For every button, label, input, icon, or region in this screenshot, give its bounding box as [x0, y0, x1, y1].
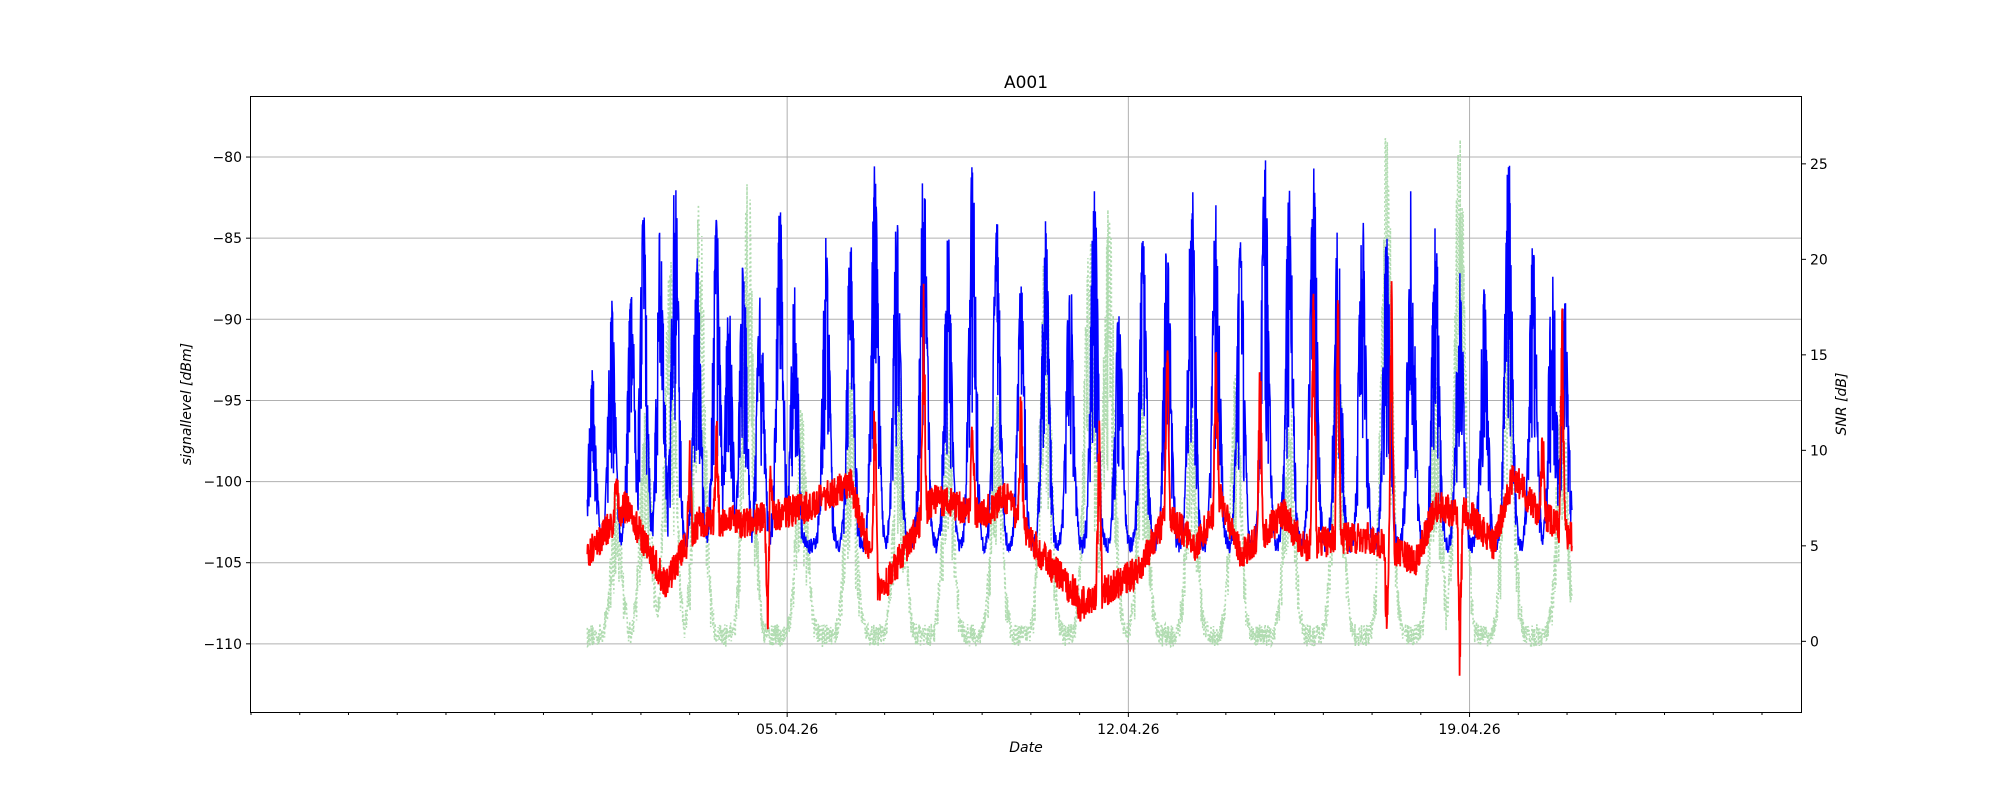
- y-right-tick-label: 25: [1810, 157, 1828, 173]
- series-layer: [586, 137, 1573, 676]
- y-axis-label-right: SNR [dB]: [1834, 373, 1850, 436]
- y-left-tick-label: −95: [212, 393, 242, 409]
- chart-title: A001: [1004, 73, 1048, 93]
- y-right-tick-label: 5: [1810, 539, 1819, 555]
- y-left-tick-label: −105: [204, 556, 242, 572]
- plot-frame: [250, 96, 1802, 713]
- y-right-tick-label: 20: [1810, 252, 1828, 268]
- y-right-tick-label: 15: [1810, 348, 1828, 364]
- grid-lines: [251, 97, 1801, 712]
- y-right-tick-label: 0: [1810, 634, 1819, 650]
- y-left-tick-label: −85: [212, 231, 242, 247]
- y-left-tick-label: −110: [204, 637, 242, 653]
- y-axis-label-left: signallevel [dBm]: [179, 343, 195, 465]
- ticks: −80 −85 −90 −95 −100 −105 −110 25 20 15 10 5 0 05.04.…: [204, 150, 1828, 738]
- y-left-tick-label: −100: [204, 475, 242, 491]
- x-tick-label: 05.04.26: [756, 722, 818, 738]
- series-signal-level-line: [586, 281, 1573, 676]
- y-left-tick-label: −80: [212, 150, 242, 166]
- series-snr-line: [586, 137, 1573, 649]
- x-axis-label: Date: [1009, 740, 1042, 756]
- y-left-tick-label: −90: [212, 312, 242, 328]
- x-tick-label: 19.04.26: [1438, 722, 1500, 738]
- y-right-tick-label: 10: [1810, 443, 1828, 459]
- x-tick-label: 12.04.26: [1097, 722, 1159, 738]
